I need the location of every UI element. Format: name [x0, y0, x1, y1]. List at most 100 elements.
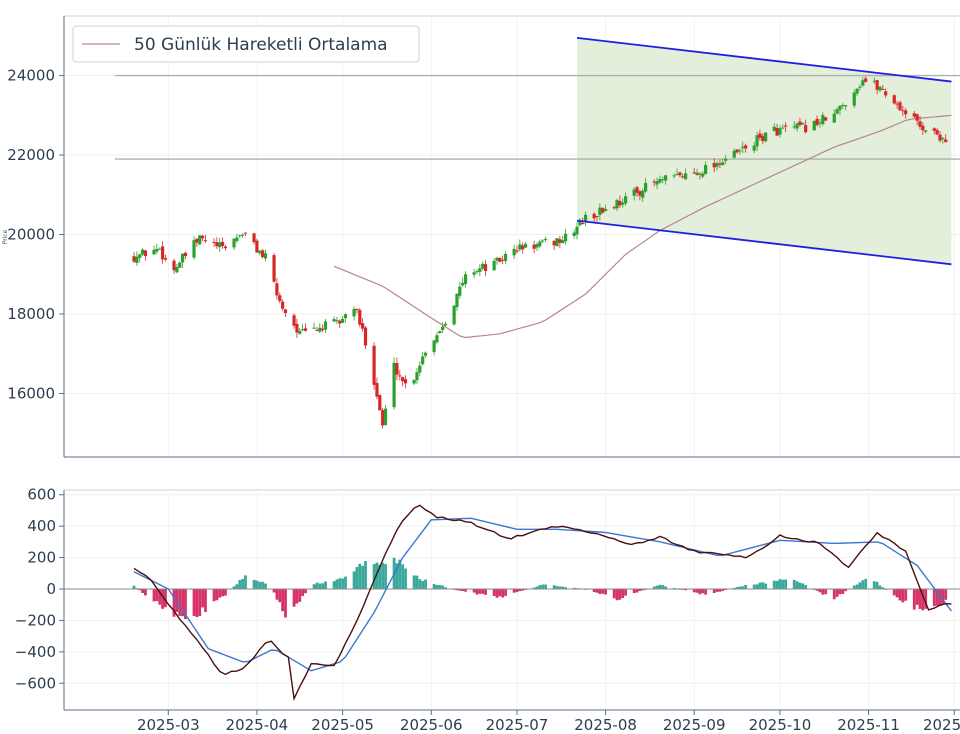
- candle-body: [475, 271, 479, 273]
- macd-histogram-bar: [664, 586, 668, 589]
- candle-body: [701, 173, 705, 177]
- candle-body: [784, 125, 788, 127]
- candle-body: [175, 266, 179, 273]
- candle-body: [612, 207, 616, 209]
- candle-body: [804, 125, 808, 133]
- macd-histogram-bar: [718, 589, 722, 592]
- candle-body: [678, 172, 682, 176]
- candle-body: [695, 172, 699, 176]
- macd-y-tick-label: 0: [46, 580, 56, 598]
- candle-body: [895, 103, 899, 105]
- candle-body: [381, 410, 385, 426]
- macd-histogram-bar: [595, 589, 599, 593]
- candle-body: [641, 190, 645, 198]
- candle-body: [272, 255, 276, 282]
- candle-body: [432, 340, 436, 353]
- macd-histogram-bar: [704, 589, 708, 595]
- candle-body: [192, 240, 196, 258]
- macd-histogram: [64, 557, 960, 620]
- channel-upper-line: [576, 36, 952, 83]
- candle-body: [512, 248, 516, 256]
- macd-histogram-bar: [572, 587, 576, 589]
- candle-body: [378, 394, 382, 411]
- candle-body: [398, 375, 402, 377]
- macd-histogram-bar: [892, 589, 896, 596]
- candle-body: [458, 286, 462, 296]
- candle-body: [252, 233, 256, 243]
- macd-histogram-bar: [361, 565, 365, 589]
- candle-body: [901, 110, 905, 112]
- candle-body: [595, 216, 599, 218]
- candle-body: [692, 172, 696, 174]
- candle-body: [435, 335, 439, 343]
- price-ma-layer: [333, 114, 952, 339]
- macd-histogram-bar: [512, 589, 516, 593]
- macd-histogram-bar: [838, 589, 842, 595]
- macd-histogram-bar: [218, 589, 222, 598]
- candle-body: [824, 117, 828, 121]
- macd-histogram-bar: [281, 589, 285, 612]
- macd-y-tick-label: 200: [27, 549, 56, 567]
- macd-histogram-bar: [298, 589, 302, 602]
- candle-body: [672, 175, 676, 177]
- candle-body: [875, 80, 879, 90]
- candle-body: [383, 408, 388, 426]
- macd-histogram-bar: [732, 587, 736, 589]
- candle-body: [755, 135, 759, 147]
- candle-body: [598, 207, 602, 215]
- candle-body: [318, 327, 322, 332]
- macd-histogram-bar: [381, 562, 385, 589]
- candle-body: [655, 181, 659, 185]
- candle-body: [741, 146, 745, 149]
- candle-body: [335, 320, 339, 322]
- macd-histogram-bar: [241, 579, 245, 589]
- macd-histogram-bar: [518, 589, 522, 592]
- macd-histogram-bar: [318, 583, 322, 589]
- candle-body: [415, 372, 419, 381]
- macd-histogram-bar: [498, 589, 502, 597]
- macd-histogram-bar: [172, 589, 176, 617]
- candle-body: [912, 113, 916, 117]
- macd-histogram-bar: [858, 582, 862, 589]
- candle-body: [461, 282, 465, 286]
- candle-body: [518, 244, 522, 250]
- macd-histogram-bar: [852, 585, 856, 589]
- price-y-tick-label: 24000: [7, 67, 55, 85]
- macd-histogram-bar: [144, 589, 147, 596]
- macd-histogram-bar: [738, 586, 742, 589]
- candle-body: [704, 164, 708, 174]
- macd-histogram-bar: [912, 589, 916, 610]
- macd-histogram-bar: [564, 587, 567, 589]
- price-channel: [576, 36, 952, 266]
- price-y-tick-label: 22000: [7, 146, 55, 164]
- macd-histogram-bar: [275, 589, 279, 600]
- price-candles: [132, 76, 948, 429]
- macd-histogram-bar: [264, 583, 267, 589]
- macd-histogram-bar: [795, 581, 799, 589]
- candle-body: [275, 283, 279, 296]
- candle-body: [423, 352, 428, 356]
- macd-histogram-bar: [461, 589, 465, 592]
- macd-histogram-bar: [672, 587, 676, 589]
- candle-body: [555, 238, 559, 247]
- candle-body: [935, 130, 939, 135]
- candle-body: [441, 326, 445, 331]
- candle-body: [521, 245, 525, 250]
- macd-histogram-bar: [818, 589, 822, 593]
- candle-body: [395, 363, 399, 375]
- macd-histogram-bar: [944, 589, 948, 600]
- candle-body: [515, 250, 519, 252]
- macd-histogram-bar: [824, 589, 828, 595]
- macd-histogram-bar: [501, 589, 505, 598]
- candle-body: [352, 308, 356, 317]
- macd-histogram-bar: [601, 589, 605, 594]
- macd-histogram-bar: [395, 563, 399, 589]
- candle-body: [315, 329, 319, 331]
- macd-histogram-bar: [558, 586, 562, 589]
- candle-body: [338, 320, 342, 324]
- candle-body: [238, 235, 242, 237]
- macd-histogram-bar: [161, 589, 164, 609]
- candle-body: [152, 249, 156, 255]
- candle-body: [243, 232, 248, 234]
- macd-histogram-bar: [435, 584, 439, 589]
